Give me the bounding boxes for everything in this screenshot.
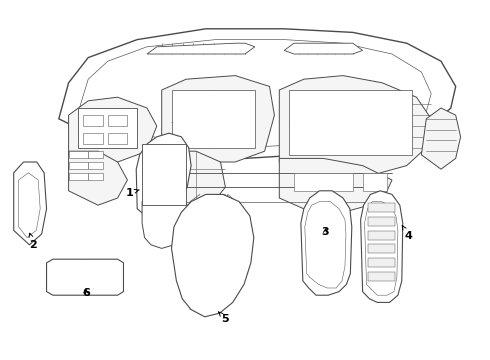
Bar <box>181 126 206 140</box>
Bar <box>363 173 387 191</box>
Bar <box>88 162 103 169</box>
Bar <box>368 217 395 226</box>
Bar <box>172 90 255 148</box>
Polygon shape <box>147 43 255 54</box>
Polygon shape <box>284 43 363 54</box>
Bar <box>143 193 163 202</box>
Polygon shape <box>162 76 274 162</box>
Bar <box>166 193 185 202</box>
Bar <box>88 151 103 158</box>
Bar <box>108 133 127 144</box>
Bar <box>78 108 137 148</box>
Bar <box>51 268 64 275</box>
Bar <box>142 144 186 205</box>
Polygon shape <box>47 259 123 295</box>
Polygon shape <box>142 202 189 248</box>
Bar <box>143 149 163 158</box>
Bar <box>205 196 217 205</box>
Bar <box>51 281 64 288</box>
Polygon shape <box>421 108 461 169</box>
Bar <box>143 178 163 187</box>
Polygon shape <box>69 151 127 205</box>
Polygon shape <box>69 97 157 162</box>
Text: 1: 1 <box>126 188 139 198</box>
Bar <box>166 178 185 187</box>
Bar <box>211 126 235 140</box>
Bar <box>108 115 127 126</box>
Bar <box>211 104 235 119</box>
Bar <box>368 203 395 212</box>
Bar <box>83 133 103 144</box>
Bar <box>368 258 395 267</box>
Text: 2: 2 <box>29 233 37 250</box>
Bar <box>368 272 395 281</box>
Bar <box>69 151 88 158</box>
Bar <box>143 164 163 173</box>
Polygon shape <box>301 191 352 295</box>
Bar <box>100 266 109 290</box>
Bar <box>166 164 185 173</box>
Text: 4: 4 <box>402 226 413 241</box>
Bar <box>69 162 88 169</box>
Bar <box>294 173 353 191</box>
Bar <box>88 266 97 290</box>
Text: 3: 3 <box>321 227 329 237</box>
Polygon shape <box>14 162 47 245</box>
Bar <box>181 104 206 119</box>
Polygon shape <box>361 191 403 302</box>
Bar <box>368 231 395 240</box>
Bar <box>88 173 103 180</box>
Bar <box>112 266 121 290</box>
Bar <box>69 173 88 180</box>
Bar <box>83 115 103 126</box>
Text: 5: 5 <box>219 312 229 324</box>
Polygon shape <box>279 158 392 212</box>
Polygon shape <box>136 133 191 216</box>
Bar <box>66 268 78 275</box>
Bar <box>289 90 412 155</box>
Bar <box>368 244 395 253</box>
Text: 6: 6 <box>82 288 90 298</box>
Bar <box>66 281 78 288</box>
Polygon shape <box>172 194 254 317</box>
Polygon shape <box>279 76 431 180</box>
Polygon shape <box>162 151 225 205</box>
Bar <box>166 149 185 158</box>
Polygon shape <box>59 29 456 158</box>
